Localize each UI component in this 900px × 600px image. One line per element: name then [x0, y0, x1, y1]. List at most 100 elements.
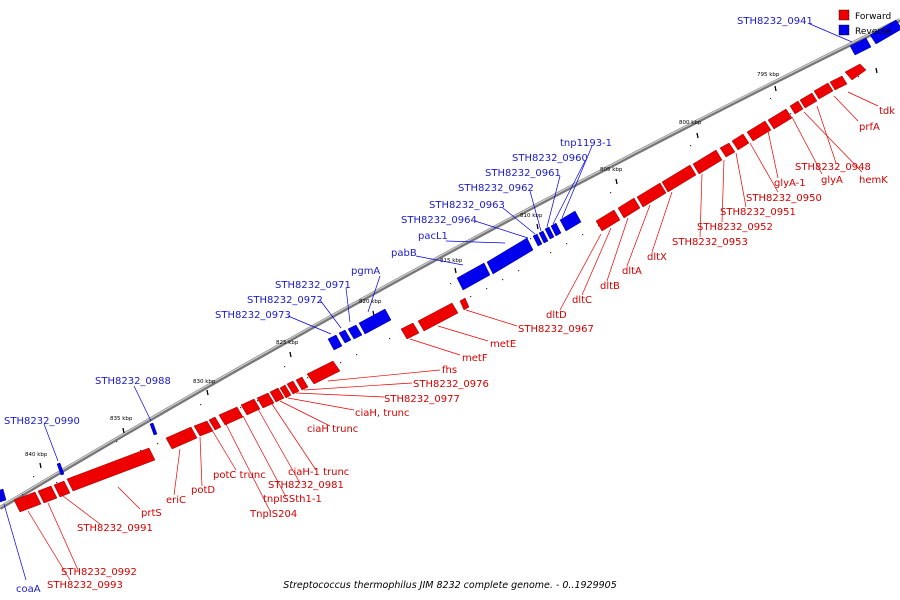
gene-pgmA-arrow: [358, 308, 392, 335]
gene-0991-arrow: [53, 480, 71, 498]
gene-glyA1-arrow: [767, 108, 793, 130]
forward-genes: [13, 63, 867, 513]
gene-label[interactable]: glyA: [821, 175, 843, 186]
gene-label[interactable]: fhs: [442, 365, 457, 376]
gene-label[interactable]: STH8232_0953: [672, 237, 748, 248]
tick-label: 835 kbp: [110, 416, 133, 422]
tick-label: 805 kbp: [600, 167, 623, 173]
gene-label[interactable]: prfA: [859, 122, 880, 133]
gene-label[interactable]: glyA-1: [774, 178, 806, 189]
gene-label[interactable]: STH8232_0992: [61, 567, 137, 578]
tick-mark: [122, 427, 125, 434]
gene-0952-arrow: [719, 142, 736, 158]
forward-label-group: tdk prfA STH8232_0948 hemK glyA glyA-1 S…: [47, 106, 895, 591]
gene-label[interactable]: STH8232_0981: [268, 480, 344, 491]
gene-0993-arrow: [13, 491, 42, 513]
gene-metE-arrow: [417, 302, 459, 332]
gene-label[interactable]: metE: [490, 339, 516, 350]
gene-label[interactable]: dltC: [572, 295, 592, 306]
gene-label[interactable]: dltA: [622, 266, 642, 277]
gene-label[interactable]: prtS: [141, 508, 162, 519]
reverse-leaders: [3, 23, 853, 581]
gene-label[interactable]: STH8232_0990: [4, 416, 80, 427]
gene-label[interactable]: STH8232_0963: [429, 200, 505, 211]
gene-0990-arrow: [56, 462, 65, 476]
gene-0950-arrow: [746, 120, 772, 142]
tick-label: 820 kbp: [359, 299, 382, 305]
gene-0977-arrow: [286, 380, 300, 395]
gene-0953-arrow: [692, 149, 723, 175]
gene-label[interactable]: STH8232_0964: [401, 215, 477, 226]
gene-label[interactable]: hemK: [859, 175, 888, 186]
tick-labels: 795 kbp 800 kbp 805 kbp 810 kbp 815 kbp …: [25, 72, 780, 458]
gene-label[interactable]: STH8232_0972: [247, 295, 323, 306]
gene-label[interactable]: STH8232_0941: [737, 16, 813, 27]
gene-label[interactable]: pgmA: [351, 266, 380, 277]
tick-mark: [615, 178, 618, 185]
tick-label: 795 kbp: [757, 72, 780, 78]
gene-label[interactable]: STH8232_0977: [384, 394, 460, 405]
gene-pabB-arrow: [456, 262, 491, 291]
tick-mark: [289, 351, 292, 358]
gene-label[interactable]: dltB: [600, 281, 620, 292]
tick-label: 840 kbp: [25, 452, 48, 458]
gene-label[interactable]: STH8232_0951: [720, 207, 796, 218]
gene-label[interactable]: STH8232_0971: [275, 280, 351, 291]
genome-backbone: [0, 18, 900, 510]
gene-label[interactable]: STH8232_0962: [458, 183, 534, 194]
gene-0992-arrow: [37, 485, 58, 504]
figure-caption: Streptococcus thermophilus JIM 8232 comp…: [283, 580, 617, 591]
gene-0988-arrow: [149, 422, 158, 436]
gene-label[interactable]: STH8232_0948: [795, 162, 871, 173]
gene-label[interactable]: coaA: [16, 584, 41, 595]
gene-label[interactable]: STH8232_0967: [518, 324, 594, 335]
tick-mark: [536, 223, 539, 230]
gene-TnpIS204-arrow: [218, 406, 244, 426]
gene-0961-arrow: [544, 226, 555, 240]
gene-label[interactable]: STH8232_0973: [215, 310, 291, 321]
gene-label[interactable]: ciaH-1 trunc: [288, 467, 349, 478]
gene-label[interactable]: tnp1193-1: [560, 138, 612, 149]
gene-label[interactable]: STH8232_0960: [512, 153, 588, 164]
gene-0941b-arrow: [869, 19, 900, 45]
legend-reverse-label: Reverse: [855, 27, 892, 37]
gene-label[interactable]: STH8232_0988: [95, 376, 171, 387]
gene-label[interactable]: tnpISSth1-1: [263, 494, 322, 505]
gene-fhs-arrow: [306, 360, 341, 385]
reverse-genes: [0, 19, 900, 503]
gene-label[interactable]: ciaH, trunc: [355, 408, 410, 419]
gene-0981-arrow: [256, 392, 275, 409]
gene-label[interactable]: STH8232_0991: [77, 523, 153, 534]
gene-label[interactable]: pacL1: [418, 231, 448, 242]
reverse-label-group: STH8232_0941 tnp1193-1 STH8232_0960 STH8…: [4, 16, 813, 595]
tick-mark: [696, 132, 699, 139]
gene-potC-arrow: [208, 416, 222, 431]
gene-label[interactable]: eriC: [166, 495, 186, 506]
gene-label[interactable]: STH8232_0952: [697, 222, 773, 233]
gene-ciaH2-arrow: [269, 387, 285, 403]
gene-label[interactable]: STH8232_0993: [47, 580, 123, 591]
gene-eriC-arrow: [165, 426, 198, 450]
legend-forward-label: Forward: [855, 12, 891, 22]
gene-label[interactable]: potD: [191, 485, 215, 496]
minor-ticks: [22, 48, 860, 496]
gene-label[interactable]: metF: [462, 353, 488, 364]
gene-0941-arrow: [849, 37, 872, 56]
gene-label[interactable]: dltX: [647, 252, 667, 263]
gene-metF-arrow: [400, 322, 420, 340]
gene-label[interactable]: pabB: [391, 248, 417, 259]
gene-label[interactable]: dltD: [546, 310, 567, 321]
gene-label[interactable]: tdk: [879, 106, 895, 117]
gene-0967-arrow: [459, 297, 470, 311]
gene-label[interactable]: TnpIS204: [249, 509, 297, 520]
gene-label[interactable]: potC trunc: [213, 470, 266, 481]
gene-0963-arrow: [532, 233, 543, 247]
legend-reverse-swatch: [838, 24, 850, 36]
gene-label[interactable]: STH8232_0976: [413, 379, 489, 390]
legend: Forward Reverse: [838, 9, 892, 37]
gene-label[interactable]: STH8232_0950: [746, 193, 822, 204]
gene-label[interactable]: STH8232_0961: [485, 168, 561, 179]
gene-label[interactable]: ciaH trunc: [307, 424, 358, 435]
gene-pacL1-arrow: [486, 237, 534, 275]
gene-hemK-arrow: [799, 92, 818, 109]
